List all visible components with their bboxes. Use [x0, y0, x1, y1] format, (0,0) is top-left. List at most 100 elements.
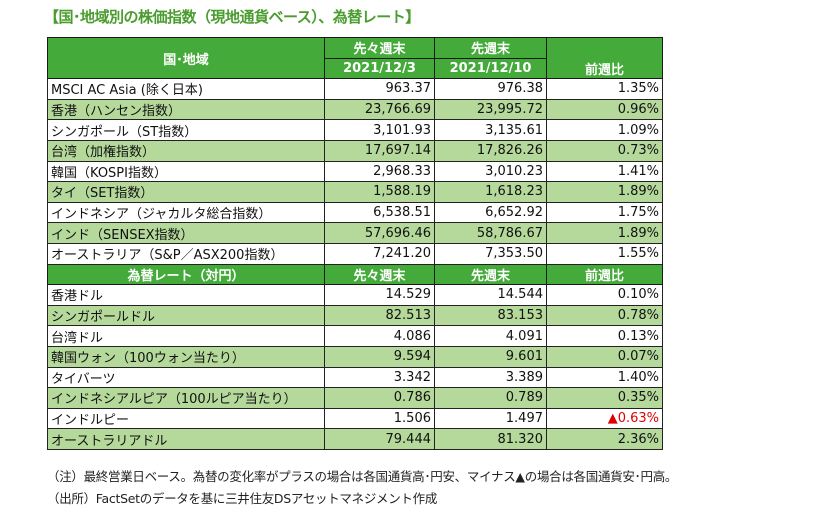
prev2-value: 1,588.19 — [324, 181, 435, 203]
prev2-value: 7,241.20 — [324, 242, 435, 265]
prev1-value: 0.789 — [434, 387, 547, 409]
header-prev1-label: 先週末 — [434, 37, 547, 59]
table-row: シンガポールドル 82.513 83.153 0.78% — [47, 304, 663, 327]
prev2-value: 17,697.14 — [324, 139, 435, 162]
prev1-value: 6,652.92 — [434, 201, 547, 224]
prev1-value: 4.091 — [434, 325, 547, 347]
prev2-value: 963.37 — [324, 78, 435, 100]
row-name: 韓国ウォン（100ウォン当たり） — [47, 345, 325, 368]
prev1-value: 81.320 — [434, 428, 547, 450]
change-value: 0.96% — [546, 98, 663, 121]
header-change: 前週比 — [546, 36, 663, 80]
change-value: 1.89% — [546, 181, 663, 203]
note-source: （出所）FactSetのデータを基に三井住友DSアセットマネジメント作成 — [47, 491, 438, 506]
prev1-value: 1.497 — [434, 407, 547, 430]
header-region: 国･地域 — [47, 36, 325, 80]
table-row: タイ（SET指数） 1,588.19 1,618.23 1.89% — [47, 181, 663, 203]
row-name: 台湾（加権指数） — [47, 139, 325, 162]
table-row: 台湾ドル 4.086 4.091 0.13% — [47, 325, 663, 347]
fx-header-row: 為替レート（対円） 先々週末 先週末 前週比 — [47, 263, 663, 286]
prev1-value: 3.389 — [434, 366, 547, 389]
prev2-value: 0.786 — [324, 387, 435, 409]
table-row: オーストラリアドル 79.444 81.320 2.36% — [47, 428, 663, 450]
table-row: 台湾（加権指数） 17,697.14 17,826.26 0.73% — [47, 139, 663, 162]
row-name: インドルピー — [47, 407, 325, 430]
table-row: タイバーツ 3.342 3.389 1.40% — [47, 366, 663, 389]
prev1-value: 23,995.72 — [434, 98, 547, 121]
prev2-value: 3,101.93 — [324, 119, 435, 141]
change-value: 0.10% — [546, 284, 663, 306]
row-name: 香港（ハンセン指数） — [47, 98, 325, 121]
fx-header-prev2: 先々週末 — [324, 263, 435, 286]
prev2-value: 57,696.46 — [324, 222, 435, 244]
prev2-value: 3.342 — [324, 366, 435, 389]
row-name: タイバーツ — [47, 366, 325, 389]
prev2-value: 6,538.51 — [324, 201, 435, 224]
header-prev2-date: 2021/12/3 — [324, 57, 435, 80]
change-value: 0.07% — [546, 345, 663, 368]
prev1-value: 7,353.50 — [434, 242, 547, 265]
prev2-value: 23,766.69 — [324, 98, 435, 121]
table-row: MSCI AC Asia (除く日本) 963.37 976.38 1.35% — [47, 78, 663, 100]
header-prev1-date: 2021/12/10 — [434, 57, 547, 80]
row-name: 台湾ドル — [47, 325, 325, 347]
prev1-value: 58,786.67 — [434, 222, 547, 244]
note-remark: （注）最終営業日ベース。為替の変化率がプラスの場合は各国通貨高･円安、マイナス▲… — [47, 469, 678, 484]
row-name: オーストラリアドル — [47, 428, 325, 450]
change-value: 0.73% — [546, 139, 663, 162]
table-row: インドネシアルピア（100ルピア当たり） 0.786 0.789 0.35% — [47, 387, 663, 409]
table-row: インドネシア（ジャカルタ総合指数） 6,538.51 6,652.92 1.75% — [47, 201, 663, 224]
prev1-value: 17,826.26 — [434, 139, 547, 162]
row-name: インドネシア（ジャカルタ総合指数） — [47, 201, 325, 224]
header-prev2-label: 先々週末 — [324, 37, 435, 59]
row-name: タイ（SET指数） — [47, 181, 325, 203]
prev2-value: 14.529 — [324, 284, 435, 306]
prev1-value: 14.544 — [434, 284, 547, 306]
table-row: インド（SENSEX指数） 57,696.46 58,786.67 1.89% — [47, 222, 663, 244]
table-row: シンガポール（ST指数） 3,101.93 3,135.61 1.09% — [47, 119, 663, 141]
prev2-value: 79.444 — [324, 428, 435, 450]
row-name: オーストラリア（S&P／ASX200指数） — [47, 242, 325, 265]
change-value: 1.75% — [546, 201, 663, 224]
change-value: 0.35% — [546, 387, 663, 409]
change-value: 1.41% — [546, 160, 663, 183]
row-name: 韓国（KOSPI指数） — [47, 160, 325, 183]
prev2-value: 2,968.33 — [324, 160, 435, 183]
change-value: ▲0.63% — [546, 407, 663, 430]
prev1-value: 3,010.23 — [434, 160, 547, 183]
stock-header-row: 国･地域 先々週末 先週末 前週比 — [47, 36, 663, 80]
table-row: 香港（ハンセン指数） 23,766.69 23,995.72 0.96% — [47, 98, 663, 121]
prev1-value: 976.38 — [434, 78, 547, 100]
prev1-value: 3,135.61 — [434, 119, 547, 141]
change-value: 1.55% — [546, 242, 663, 265]
row-name: シンガポール（ST指数） — [47, 119, 325, 141]
prev1-value: 9.601 — [434, 345, 547, 368]
table-row: オーストラリア（S&P／ASX200指数） 7,241.20 7,353.50 1.5… — [47, 242, 663, 265]
row-name: シンガポールドル — [47, 304, 325, 327]
row-name: MSCI AC Asia (除く日本) — [47, 78, 325, 100]
prev2-value: 1.506 — [324, 407, 435, 430]
prev1-value: 1,618.23 — [434, 181, 547, 203]
row-name: 香港ドル — [47, 284, 325, 306]
prev2-value: 9.594 — [324, 345, 435, 368]
change-value: 2.36% — [546, 428, 663, 450]
page-title: 【国･地域別の株価指数（現地通貨ベース）、為替レート】 — [44, 8, 420, 26]
change-value: 1.40% — [546, 366, 663, 389]
prev2-value: 4.086 — [324, 325, 435, 347]
change-value: 1.89% — [546, 222, 663, 244]
change-value: 1.35% — [546, 78, 663, 100]
table-row: インドルピー 1.506 1.497 ▲0.63% — [47, 407, 663, 430]
fx-header-label: 為替レート（対円） — [47, 263, 325, 286]
prev1-value: 83.153 — [434, 304, 547, 327]
table-row: 香港ドル 14.529 14.544 0.10% — [47, 284, 663, 306]
change-value: 0.13% — [546, 325, 663, 347]
row-name: インドネシアルピア（100ルピア当たり） — [47, 387, 325, 409]
fx-header-change: 前週比 — [546, 263, 663, 286]
index-fx-table: 国･地域 先々週末 先週末 前週比 2021/12/3 2021/12/10 M… — [47, 36, 663, 450]
prev2-value: 82.513 — [324, 304, 435, 327]
fx-header-prev1: 先週末 — [434, 263, 547, 286]
change-value: 1.09% — [546, 119, 663, 141]
row-name: インド（SENSEX指数） — [47, 222, 325, 244]
table-row: 韓国（KOSPI指数） 2,968.33 3,010.23 1.41% — [47, 160, 663, 183]
table-row: 韓国ウォン（100ウォン当たり） 9.594 9.601 0.07% — [47, 345, 663, 368]
